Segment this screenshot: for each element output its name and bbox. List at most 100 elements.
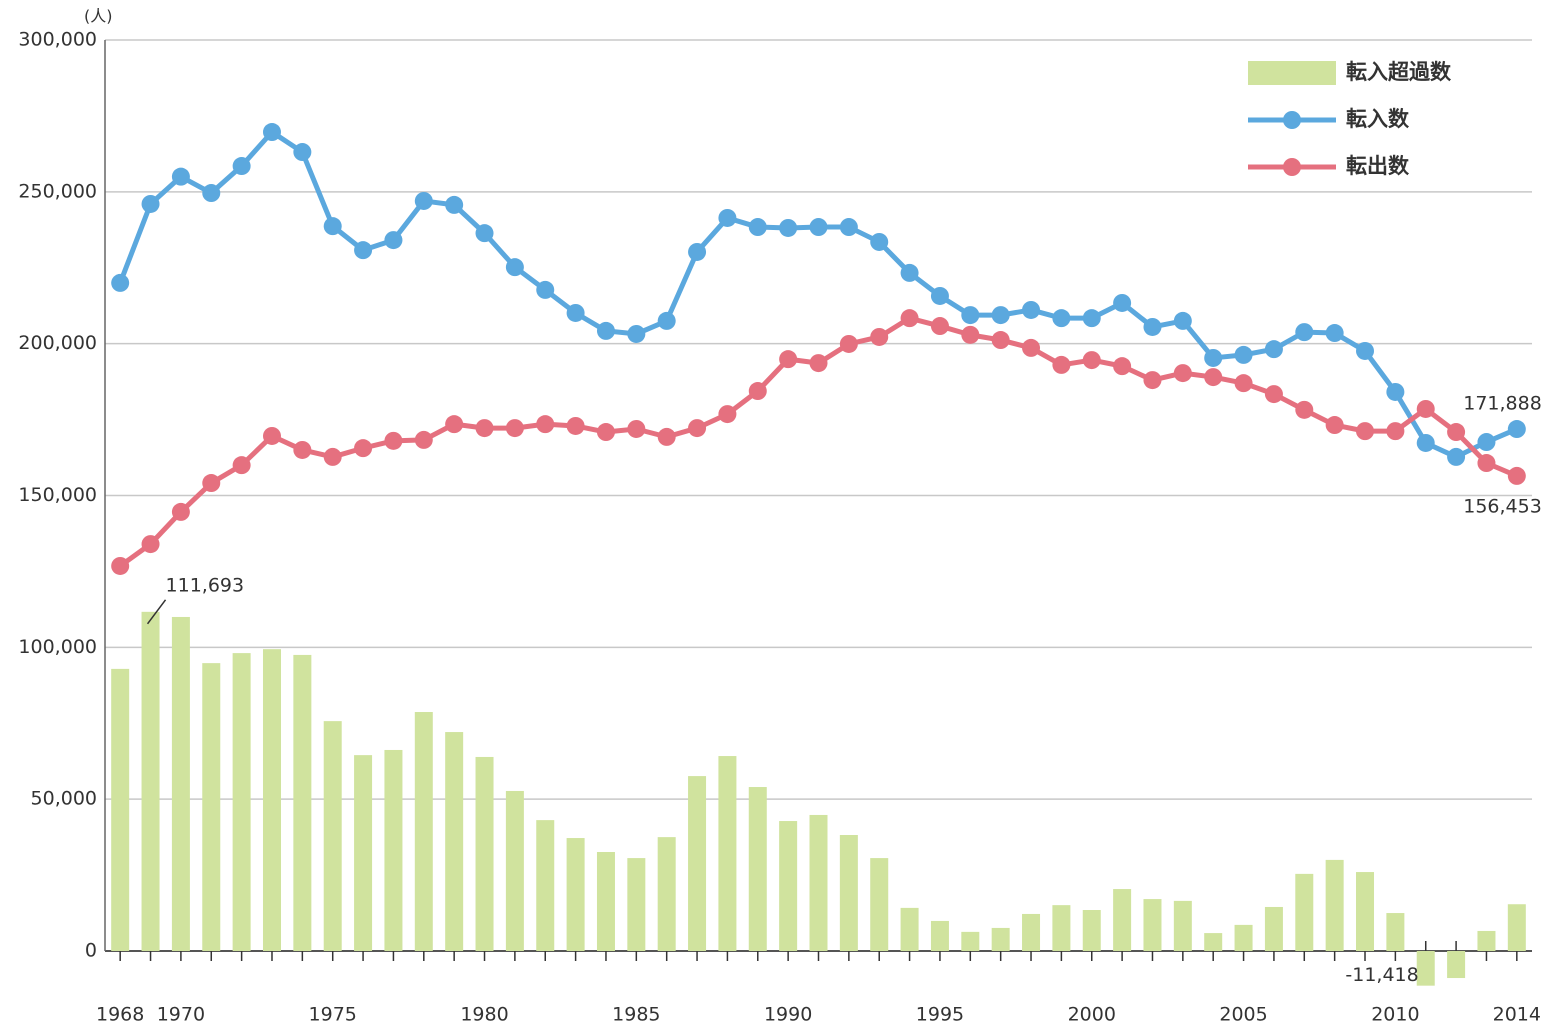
marker	[779, 350, 798, 369]
marker	[930, 286, 949, 305]
marker	[870, 327, 889, 346]
marker	[627, 324, 646, 343]
bar	[779, 821, 798, 951]
marker	[991, 331, 1010, 350]
x-tick-label: 2014	[1493, 1004, 1541, 1026]
marker	[1295, 323, 1314, 342]
bar	[1022, 913, 1041, 951]
bar	[718, 756, 737, 951]
y-tick-label: 0	[85, 940, 97, 962]
marker	[1356, 341, 1375, 360]
bar	[202, 663, 221, 951]
marker	[1507, 466, 1526, 485]
bar	[961, 931, 980, 951]
marker	[171, 502, 190, 521]
marker	[1052, 355, 1071, 374]
marker	[1477, 433, 1496, 452]
leader-line	[146, 599, 167, 625]
x-tick-label: 1968	[96, 1004, 144, 1026]
y-tick-label: 300,000	[18, 29, 97, 51]
y-tick-label: 250,000	[18, 180, 97, 202]
marker	[1386, 382, 1405, 401]
bar	[1325, 859, 1344, 951]
marker	[748, 218, 767, 237]
bar	[262, 649, 281, 951]
bar	[1113, 889, 1132, 951]
y-tick-label: 100,000	[18, 636, 97, 658]
marker	[111, 273, 130, 292]
marker	[202, 184, 221, 203]
legend-label: 転出数	[1346, 154, 1410, 178]
bar	[1052, 905, 1071, 951]
bar	[475, 756, 494, 951]
bar	[1082, 910, 1101, 951]
marker	[384, 231, 403, 250]
marker	[1113, 357, 1132, 376]
marker	[232, 157, 251, 176]
bar	[1234, 924, 1253, 951]
marker	[657, 427, 676, 446]
bar	[232, 653, 251, 951]
marker	[627, 419, 646, 438]
legend-marker	[1283, 111, 1301, 129]
marker	[536, 415, 555, 434]
bar	[323, 721, 342, 951]
bar	[414, 712, 433, 951]
marker	[657, 311, 676, 330]
x-tick-label: 1990	[764, 1004, 812, 1026]
marker	[262, 123, 281, 142]
y-tick-label: 200,000	[18, 332, 97, 354]
marker	[171, 167, 190, 186]
x-tick-label: 1980	[460, 1004, 508, 1026]
marker	[1507, 420, 1526, 439]
marker	[991, 306, 1010, 325]
marker	[1325, 416, 1344, 435]
marker	[262, 426, 281, 445]
marker	[1173, 364, 1192, 383]
bar	[1477, 930, 1496, 951]
marker	[1386, 422, 1405, 441]
bar	[1173, 900, 1192, 951]
marker	[1416, 433, 1435, 452]
bar	[111, 668, 130, 951]
marker	[445, 195, 464, 214]
marker	[414, 430, 433, 449]
marker	[961, 306, 980, 325]
marker	[414, 191, 433, 210]
x-tick-label: 2010	[1371, 1004, 1419, 1026]
bar	[1295, 873, 1314, 951]
marker	[1447, 423, 1466, 442]
marker	[1022, 300, 1041, 319]
marker	[1295, 400, 1314, 419]
marker	[1052, 309, 1071, 328]
x-tick-label: 1975	[309, 1004, 357, 1026]
marker	[1234, 374, 1253, 393]
legend-label: 転入超過数	[1346, 60, 1452, 84]
marker	[688, 419, 707, 438]
bar	[688, 776, 707, 951]
marker	[384, 431, 403, 450]
marker	[809, 218, 828, 237]
bar	[141, 611, 160, 951]
bar	[809, 814, 828, 951]
marker	[1204, 348, 1223, 367]
marker	[779, 218, 798, 237]
bar	[991, 927, 1010, 951]
marker	[718, 405, 737, 424]
marker	[1082, 309, 1101, 328]
marker	[809, 354, 828, 373]
marker	[293, 440, 312, 459]
marker	[900, 263, 919, 282]
marker	[475, 224, 494, 243]
marker	[354, 241, 373, 260]
bar	[566, 838, 585, 951]
marker	[688, 242, 707, 261]
marker	[1082, 351, 1101, 370]
legend-marker	[1283, 158, 1301, 176]
marker	[930, 317, 949, 336]
marker	[1264, 340, 1283, 359]
bar	[627, 858, 646, 951]
marker	[1264, 385, 1283, 404]
bar	[870, 858, 889, 951]
